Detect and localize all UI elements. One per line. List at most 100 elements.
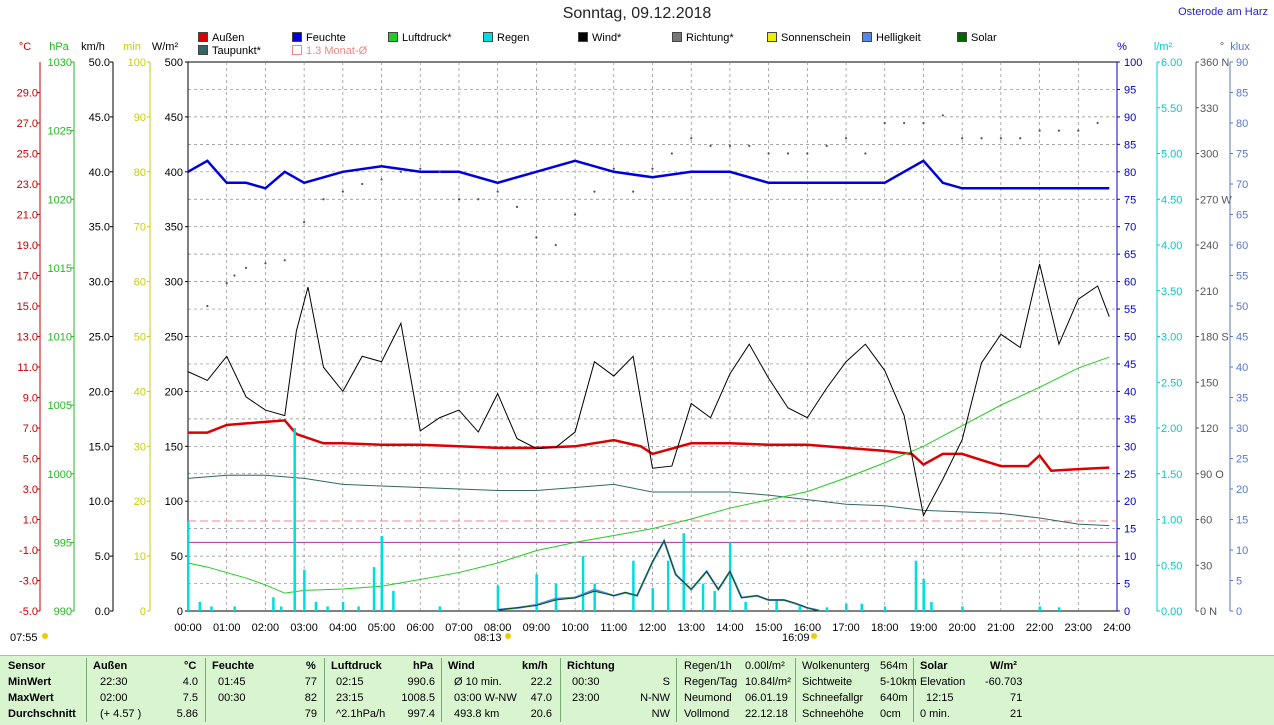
axis-tick-label-pct: 65 xyxy=(1124,249,1136,261)
stats-header-aussen-unit: °C xyxy=(184,660,197,672)
series-line-feuchte xyxy=(187,159,1110,190)
axis-tick-label-min: 90 xyxy=(134,112,146,124)
legend-label: Taupunkt* xyxy=(212,45,261,57)
point-richtung xyxy=(457,198,461,201)
stats-header-feuchte: Feuchte xyxy=(212,660,255,672)
axis-tick-label-temp: 1.0 xyxy=(23,515,38,527)
axis-tick-label-temp: 7.0 xyxy=(23,423,38,435)
stats-header-aussen: Außen xyxy=(93,660,128,672)
axis-unit-kmh: km/h xyxy=(81,41,105,53)
axis-tick-label-hpa: 990 xyxy=(54,606,72,618)
axis-tick-label-pct: 20 xyxy=(1124,496,1136,508)
series-line-solar xyxy=(497,539,820,612)
bar-regen xyxy=(914,560,918,611)
axis-tick-label-klux: 90 xyxy=(1236,57,1248,69)
axis-tick-label-wm2: 200 xyxy=(165,386,183,398)
weather-chart: 00:00 01:00 02:00 03:00 04:00 05:00 06:00 07:00… xyxy=(17,41,1250,639)
axis-tick-label-min: 100 xyxy=(128,57,146,69)
point-richtung xyxy=(961,137,964,140)
axis-tick-label-hpa: 1010 xyxy=(48,332,72,344)
point-richtung xyxy=(709,144,712,147)
bar-regen xyxy=(438,606,442,611)
bar-regen xyxy=(825,607,829,611)
axis-tick-label-kmh: 35.0 xyxy=(89,222,110,234)
bar-regen xyxy=(666,560,670,611)
stat-wind-value: 47.0 xyxy=(530,692,552,704)
extra-label: Regen/1h xyxy=(684,660,732,672)
axis-tick-label-pct: 95 xyxy=(1124,84,1136,96)
stat-feuchte-time: 00:30 xyxy=(218,692,246,704)
point-richtung xyxy=(1038,129,1041,132)
axis-tick-label-kmh: 0.0 xyxy=(95,606,110,618)
axis-tick-label-deg: 30 xyxy=(1200,560,1212,572)
extra-label: Schneefallgr xyxy=(802,692,864,704)
axis-tick-label-wm2: 300 xyxy=(165,277,183,289)
legend-swatch xyxy=(767,32,777,42)
stat-aussen-time: 22:30 xyxy=(100,676,128,688)
axis-tick-label-deg: 0 N xyxy=(1200,606,1217,618)
legend-item: 1.3 Monat-Ø xyxy=(292,45,367,57)
bar-regen xyxy=(1038,606,1042,611)
axis-tick-label-pct: 70 xyxy=(1124,222,1136,234)
bar-regen xyxy=(744,601,747,611)
solar-r3a: 0 min. xyxy=(920,708,950,720)
axis-tick-label-hpa: 1020 xyxy=(48,194,72,206)
extra-value: 22.12.18 xyxy=(745,708,788,720)
axis-tick-label-deg: 150 xyxy=(1200,377,1218,389)
axis-tick-label-deg: 300 xyxy=(1200,149,1218,161)
point-richtung xyxy=(922,121,925,125)
series-line-luftdruck xyxy=(187,356,1110,594)
point-richtung xyxy=(1019,137,1022,140)
stat-druck-value: 997.4 xyxy=(407,708,435,720)
legend-label: Regen xyxy=(497,32,530,44)
axis-tick-label-pct: 55 xyxy=(1124,304,1136,316)
x-tick-label: 07:00 xyxy=(445,622,473,634)
sunrise-label: 07:55 xyxy=(10,632,38,644)
x-tick-label: 24:00 xyxy=(1103,622,1131,634)
solar-r2a: 12:15 xyxy=(926,692,954,704)
axis-tick-label-temp: 3.0 xyxy=(23,484,38,496)
axis-tick-label-klux: 20 xyxy=(1236,484,1248,496)
legend-swatch xyxy=(292,32,302,42)
bar-regen xyxy=(713,590,716,611)
axis-tick-label-hpa: 1030 xyxy=(48,57,72,69)
legend-swatch xyxy=(292,45,302,55)
axis-tick-label-temp: 21.0 xyxy=(17,210,38,222)
axis-tick-label-lm2: 2.50 xyxy=(1161,377,1182,389)
bar-regen xyxy=(198,601,202,611)
axis-tick-label-wm2: 150 xyxy=(165,441,183,453)
extra-label: Neumond xyxy=(684,692,732,704)
axis-tick-label-deg: 240 xyxy=(1200,240,1218,252)
x-tick-label: 02:00 xyxy=(252,622,280,634)
bar-regen xyxy=(922,578,925,611)
point-richtung xyxy=(651,167,654,170)
point-richtung xyxy=(341,190,344,193)
axis-tick-label-hpa: 995 xyxy=(54,537,72,549)
x-tick-label: 10:00 xyxy=(561,622,589,634)
bar-regen xyxy=(930,601,933,611)
axis-tick-label-pct: 5 xyxy=(1124,579,1130,591)
axis-tick-label-pct: 85 xyxy=(1124,139,1136,151)
x-tick-label: 05:00 xyxy=(368,622,396,634)
x-tick-label: 15:00 xyxy=(755,622,783,634)
bar-regen xyxy=(380,535,384,611)
axis-tick-label-temp: 19.0 xyxy=(17,240,38,252)
axis-tick-label-wm2: 350 xyxy=(165,222,183,234)
stat-aussen-value: 4.0 xyxy=(182,676,198,688)
axis-tick-label-lm2: 4.00 xyxy=(1161,240,1182,252)
site-link[interactable]: Osterode am Harz xyxy=(1178,6,1268,18)
solar-r2b: 71 xyxy=(1010,692,1023,704)
point-richtung xyxy=(748,144,751,147)
bar-regen xyxy=(651,588,654,611)
point-richtung xyxy=(515,205,519,208)
bar-regen xyxy=(279,606,283,611)
stat-richtung-value: NW xyxy=(651,708,670,720)
point-richtung xyxy=(535,236,538,239)
axis-unit-temp: °C xyxy=(19,41,31,53)
axis-tick-label-klux: 80 xyxy=(1236,118,1248,130)
extra-value: 10.84l/m² xyxy=(745,676,791,688)
stat-druck-time: ^2.1hPa/h xyxy=(336,708,386,720)
axis-tick-label-wm2: 450 xyxy=(165,112,183,124)
bar-regen xyxy=(682,533,685,611)
axis-tick-label-lm2: 0.00 xyxy=(1161,606,1182,618)
